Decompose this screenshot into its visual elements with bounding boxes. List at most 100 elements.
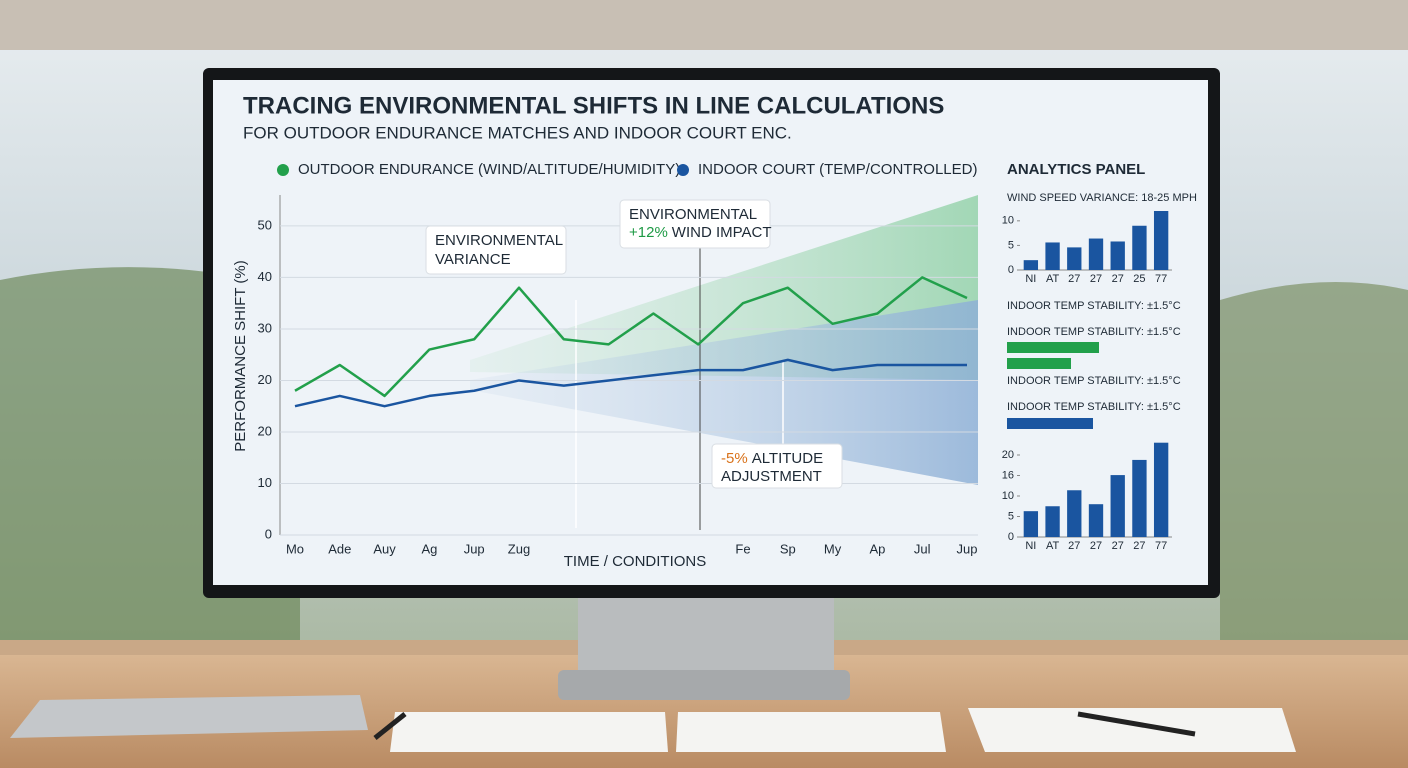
panel-label: INDOOR TEMP STABILITY: ±1.5°C bbox=[1007, 401, 1181, 413]
bar bbox=[1023, 511, 1039, 537]
paper bbox=[968, 708, 1296, 752]
x-tick-label: Jup bbox=[957, 541, 978, 556]
x-tick-label: 27 bbox=[1133, 540, 1145, 552]
x-tick-label: 77 bbox=[1155, 273, 1167, 285]
annotation-highlight: -5% bbox=[721, 450, 748, 467]
x-tick-label: NI bbox=[1025, 540, 1036, 552]
annotation: ENVIRONMENTAL +12% WIND IMPACT bbox=[629, 206, 772, 241]
y-tick-label: 20 bbox=[258, 372, 272, 387]
x-tick-label: Ade bbox=[328, 541, 351, 556]
x-tick-label: Ap bbox=[869, 541, 885, 556]
x-tick-label: Ag bbox=[421, 541, 437, 556]
x-tick-label: Zug bbox=[508, 541, 530, 556]
x-axis-label: TIME / CONDITIONS bbox=[564, 553, 707, 570]
legend-label: OUTDOOR ENDURANCE (WIND/ALTITUDE/HUMIDIT… bbox=[298, 161, 680, 178]
y-tick-label: 5 bbox=[1008, 239, 1014, 251]
data-line bbox=[294, 276, 968, 398]
panel-label: INDOOR TEMP STABILITY: ±1.5°C bbox=[1007, 300, 1181, 312]
pen bbox=[373, 712, 407, 740]
stability-bar bbox=[1007, 342, 1099, 353]
x-tick-label: AT bbox=[1046, 540, 1060, 552]
annotation-text: ALTITUDE bbox=[752, 450, 823, 467]
x-tick-label: NI bbox=[1025, 273, 1036, 285]
annotation-line: ENVIRONMENTAL bbox=[435, 232, 563, 249]
x-tick-label: My bbox=[824, 541, 842, 556]
bar bbox=[1110, 241, 1125, 270]
bar bbox=[1045, 242, 1060, 270]
bar bbox=[1023, 260, 1039, 270]
laptop bbox=[10, 695, 368, 738]
bar bbox=[1132, 225, 1147, 270]
x-tick-label: Auy bbox=[373, 541, 396, 556]
annotation-text: WIND IMPACT bbox=[672, 224, 772, 241]
data-line bbox=[294, 358, 967, 408]
x-tick-label: Jul bbox=[914, 541, 931, 556]
y-tick-label: 0 bbox=[265, 526, 272, 541]
paper bbox=[390, 712, 668, 752]
bar bbox=[1088, 238, 1104, 270]
paper bbox=[676, 712, 946, 752]
annotation-line: VARIANCE bbox=[435, 251, 511, 268]
stability-bar bbox=[1007, 418, 1093, 429]
x-tick-label: 25 bbox=[1133, 273, 1145, 285]
annotation-box bbox=[425, 225, 567, 275]
y-tick-label: 10 bbox=[1002, 490, 1014, 502]
y-tick-label: 0 bbox=[1008, 531, 1014, 543]
x-tick-label: AT bbox=[1046, 273, 1060, 285]
x-tick-label: Mo bbox=[286, 541, 304, 556]
bar bbox=[1110, 475, 1125, 537]
monitor-base bbox=[558, 670, 850, 700]
y-axis-label: PERFORMANCE SHIFT (%) bbox=[232, 260, 249, 451]
ceiling bbox=[0, 0, 1408, 50]
y-tick-label: 5 bbox=[1008, 510, 1014, 522]
legend-label: INDOOR COURT (TEMP/CONTROLLED) bbox=[698, 161, 977, 178]
annotation-highlight: +12% bbox=[629, 224, 668, 241]
projection-band bbox=[470, 300, 978, 485]
y-tick-label: 30 bbox=[258, 320, 272, 335]
y-tick-label: 16 bbox=[1002, 469, 1014, 481]
bar bbox=[1153, 211, 1169, 270]
x-tick-label: 27 bbox=[1112, 273, 1124, 285]
y-tick-label: 10 bbox=[1002, 215, 1014, 227]
legend-marker bbox=[677, 164, 689, 176]
annotation-box bbox=[619, 199, 771, 249]
bar bbox=[1088, 504, 1104, 537]
x-tick-label: Jup bbox=[464, 541, 485, 556]
x-tick-label: 27 bbox=[1068, 273, 1080, 285]
bar bbox=[1153, 442, 1169, 537]
y-tick-label: 20 bbox=[258, 423, 272, 438]
x-tick-label: Sp bbox=[780, 541, 796, 556]
x-tick-label: 27 bbox=[1090, 273, 1102, 285]
x-tick-label: 27 bbox=[1090, 540, 1102, 552]
panel-label: INDOOR TEMP STABILITY: ±1.5°C bbox=[1007, 326, 1181, 338]
y-tick-label: 40 bbox=[258, 269, 272, 284]
x-tick-label: Fe bbox=[735, 541, 750, 556]
stability-bar bbox=[1007, 358, 1071, 369]
panel-label: INDOOR TEMP STABILITY: ±1.5°C bbox=[1007, 375, 1181, 387]
annotation-line: ENVIRONMENTAL bbox=[629, 206, 757, 223]
bar bbox=[1067, 490, 1082, 537]
x-tick-label: 77 bbox=[1155, 540, 1167, 552]
x-tick-label: 27 bbox=[1068, 540, 1080, 552]
bar bbox=[1045, 506, 1060, 537]
bar bbox=[1132, 459, 1147, 537]
chart-title: TRACING ENVIRONMENTAL SHIFTS IN LINE CAL… bbox=[243, 92, 944, 119]
panel-title: ANALYTICS PANEL bbox=[1007, 161, 1145, 178]
y-tick-label: 20 bbox=[1002, 449, 1014, 461]
bar-chart-title: WIND SPEED VARIANCE: 18-25 MPH bbox=[1007, 192, 1197, 204]
y-tick-label: 10 bbox=[258, 475, 272, 490]
legend-marker bbox=[277, 164, 289, 176]
annotation: ENVIRONMENTAL VARIANCE bbox=[435, 232, 563, 268]
y-tick-label: 50 bbox=[258, 217, 272, 232]
bar bbox=[1067, 247, 1082, 270]
annotation-box bbox=[711, 443, 843, 489]
hills bbox=[1220, 282, 1408, 640]
pen bbox=[1077, 711, 1196, 737]
annotation-line: ADJUSTMENT bbox=[721, 468, 822, 485]
annotation: -5% ALTITUDE ADJUSTMENT bbox=[721, 450, 823, 485]
x-tick-label: 27 bbox=[1112, 540, 1124, 552]
monitor-stand bbox=[578, 595, 834, 675]
y-tick-label: 0 bbox=[1008, 264, 1014, 276]
